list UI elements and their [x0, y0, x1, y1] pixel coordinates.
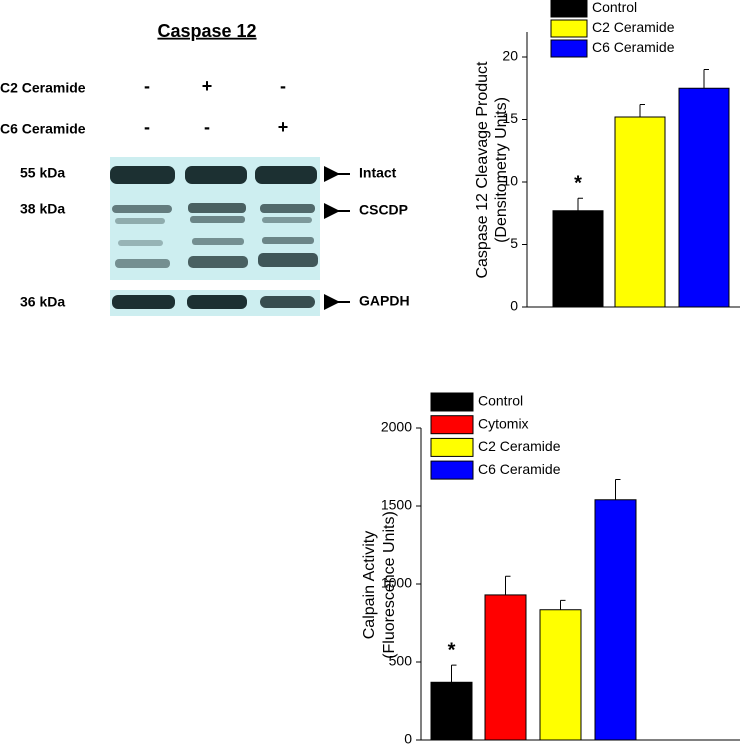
y-axis-label: Calpain Activity [361, 531, 378, 640]
blot-title: Caspase 12 [157, 21, 256, 41]
legend-swatch [430, 392, 474, 412]
bar [594, 499, 637, 741]
y-tick-label: 10 [502, 173, 518, 189]
error-bar [505, 575, 511, 595]
legend-label: Cytomix [478, 415, 529, 431]
y-axis-label: Caspase 12 Cleavage Product [474, 61, 491, 279]
chart: 0 5 10 15 20 Caspase 12 Cleavage Product (Dens… [474, 0, 740, 314]
legend-label: C6 Ceramide [478, 461, 561, 477]
error-bar [703, 69, 709, 89]
legend-swatch [430, 415, 474, 435]
legend-swatch [550, 19, 588, 38]
legend-label: C6 Ceramide [592, 39, 675, 55]
lane-mark: - [204, 117, 210, 137]
y-axis-label: (Fluorescence Units) [381, 511, 398, 659]
error-bar [639, 104, 645, 117]
lane-mark: + [202, 76, 213, 96]
bar [430, 681, 473, 741]
legend-swatch [430, 460, 474, 480]
error-bar [451, 664, 457, 683]
legend-label: C2 Ceramide [478, 438, 561, 454]
bar [552, 210, 604, 308]
error-bar [560, 599, 566, 610]
error-bar [577, 197, 583, 211]
band-size: 38 kDa [20, 201, 65, 217]
y-tick-label: 500 [389, 653, 413, 669]
legend-label: Control [592, 0, 637, 15]
lane-mark: - [280, 76, 286, 96]
row-label: C6 Ceramide [0, 121, 86, 137]
lane-mark: + [278, 117, 289, 137]
bar [539, 609, 582, 741]
annotation: * [574, 173, 582, 195]
legend-swatch [430, 437, 474, 457]
bar [614, 116, 666, 308]
y-axis-label: (Densitometry Units) [493, 97, 510, 243]
lane-mark: - [144, 76, 150, 96]
y-tick-label: 2000 [381, 419, 412, 435]
legend-swatch [550, 0, 588, 18]
legend-swatch [550, 39, 588, 58]
band-name: CSCDP [359, 202, 408, 218]
band-name: Intact [359, 165, 397, 181]
band-name: GAPDH [359, 293, 410, 309]
blot-bands [112, 295, 315, 309]
y-tick-label: 0 [510, 298, 518, 314]
chart: 0 500 1000 1500 2000 Calpain Activity (Fluores… [361, 392, 740, 747]
legend-label: Control [478, 393, 523, 409]
western-blot: Caspase 12 C2 Ceramide - + - C6 Ceramide… [0, 21, 410, 316]
annotation: * [448, 639, 456, 661]
bar [484, 594, 527, 741]
y-tick-label: 1000 [381, 575, 412, 591]
error-bar [615, 478, 621, 500]
y-tick-label: 20 [502, 48, 518, 64]
lane-mark: - [144, 117, 150, 137]
y-tick-label: 0 [404, 731, 412, 747]
y-tick-label: 5 [510, 235, 518, 251]
band-size: 55 kDa [20, 165, 65, 181]
legend-label: C2 Ceramide [592, 19, 675, 35]
blot-bands [110, 166, 318, 268]
y-tick-label: 1500 [381, 497, 412, 513]
row-label: C2 Ceramide [0, 80, 86, 96]
bar [678, 87, 730, 308]
y-tick-label: 15 [502, 110, 518, 126]
band-size: 36 kDa [20, 294, 65, 310]
